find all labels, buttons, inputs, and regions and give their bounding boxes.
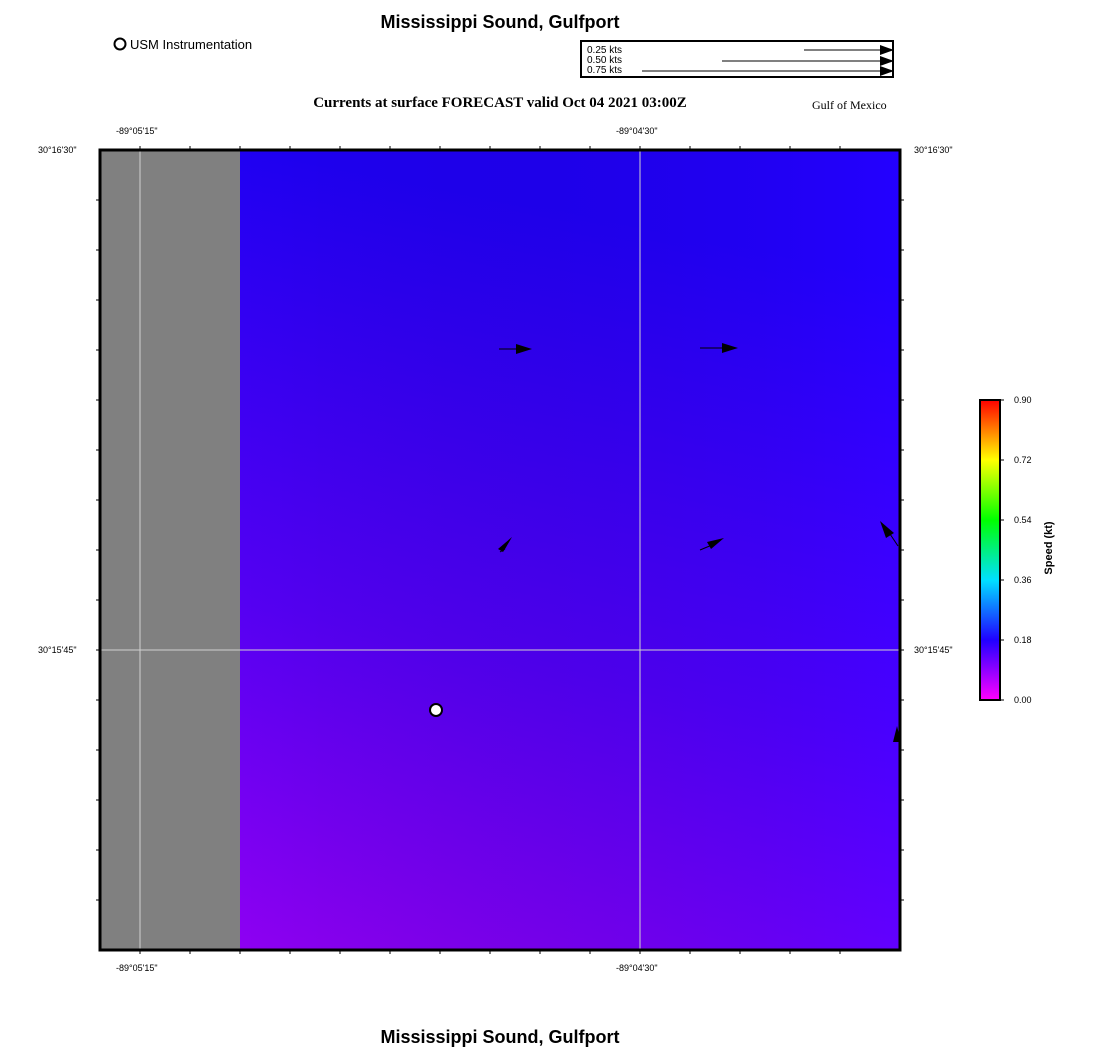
map-title: Mississippi Sound, Gulfport [380, 12, 620, 32]
current-vector-2 [700, 343, 738, 353]
station-legend-icon [113, 37, 127, 51]
region-label: Gulf of Mexico [812, 98, 887, 112]
colorbar-tick-054: 0.54 [1014, 515, 1032, 525]
colorbar-tick-018: 0.18 [1014, 635, 1032, 645]
current-map[interactable] [90, 140, 912, 960]
colorbar [979, 399, 1004, 701]
map-subtitle: Currents at surface FORECAST valid Oct 0… [313, 95, 687, 111]
vector-scale-legend: 0.25 kts 0.50 kts 0.75 kts [580, 40, 894, 78]
scale-label-025: 0.25 kts [587, 45, 623, 56]
scale-arrows [642, 45, 892, 76]
current-vector-3 [498, 537, 512, 553]
colorbar-ticks [1000, 399, 1004, 701]
lat-tick-right-1: 30°16'30" [914, 145, 953, 155]
lon-tick-bottom-1: -89°05'15" [116, 963, 158, 973]
lat-tick-left-1: 30°16'30" [38, 145, 77, 155]
colorbar-title: Speed (kt) [1043, 521, 1055, 575]
lat-tick-right-2: 30°15'45" [914, 645, 953, 655]
scale-label-075: 0.75 kts [587, 65, 623, 76]
scale-arrow-025 [804, 45, 892, 55]
lat-tick-left-2: 30°15'45" [38, 645, 77, 655]
frame-ticks [96, 146, 904, 954]
lon-tick-top-2: -89°04'30" [616, 126, 658, 136]
station-marker [429, 703, 443, 717]
colorbar-tick-090: 0.90 [1014, 395, 1032, 405]
current-vector-1 [499, 344, 532, 354]
scale-label-050: 0.50 kts [587, 55, 623, 66]
current-vector-4 [699, 538, 724, 551]
colorbar-tick-072: 0.72 [1014, 455, 1032, 465]
scale-arrow-050 [722, 56, 892, 66]
scale-arrow-075 [642, 66, 892, 76]
colorbar-tick-000: 0.00 [1014, 695, 1032, 705]
colorbar-gradient [979, 399, 1001, 701]
station-legend-label: USM Instrumentation [130, 37, 253, 52]
current-vector-5 [880, 521, 899, 547]
land-area [100, 150, 240, 950]
lon-tick-top-1: -89°05'15" [116, 126, 158, 136]
footer-title: Mississippi Sound, Gulfport [380, 1027, 620, 1047]
lon-tick-bottom-2: -89°04'30" [616, 963, 658, 973]
colorbar-tick-036: 0.36 [1014, 575, 1032, 585]
current-vector-6 [893, 726, 901, 742]
